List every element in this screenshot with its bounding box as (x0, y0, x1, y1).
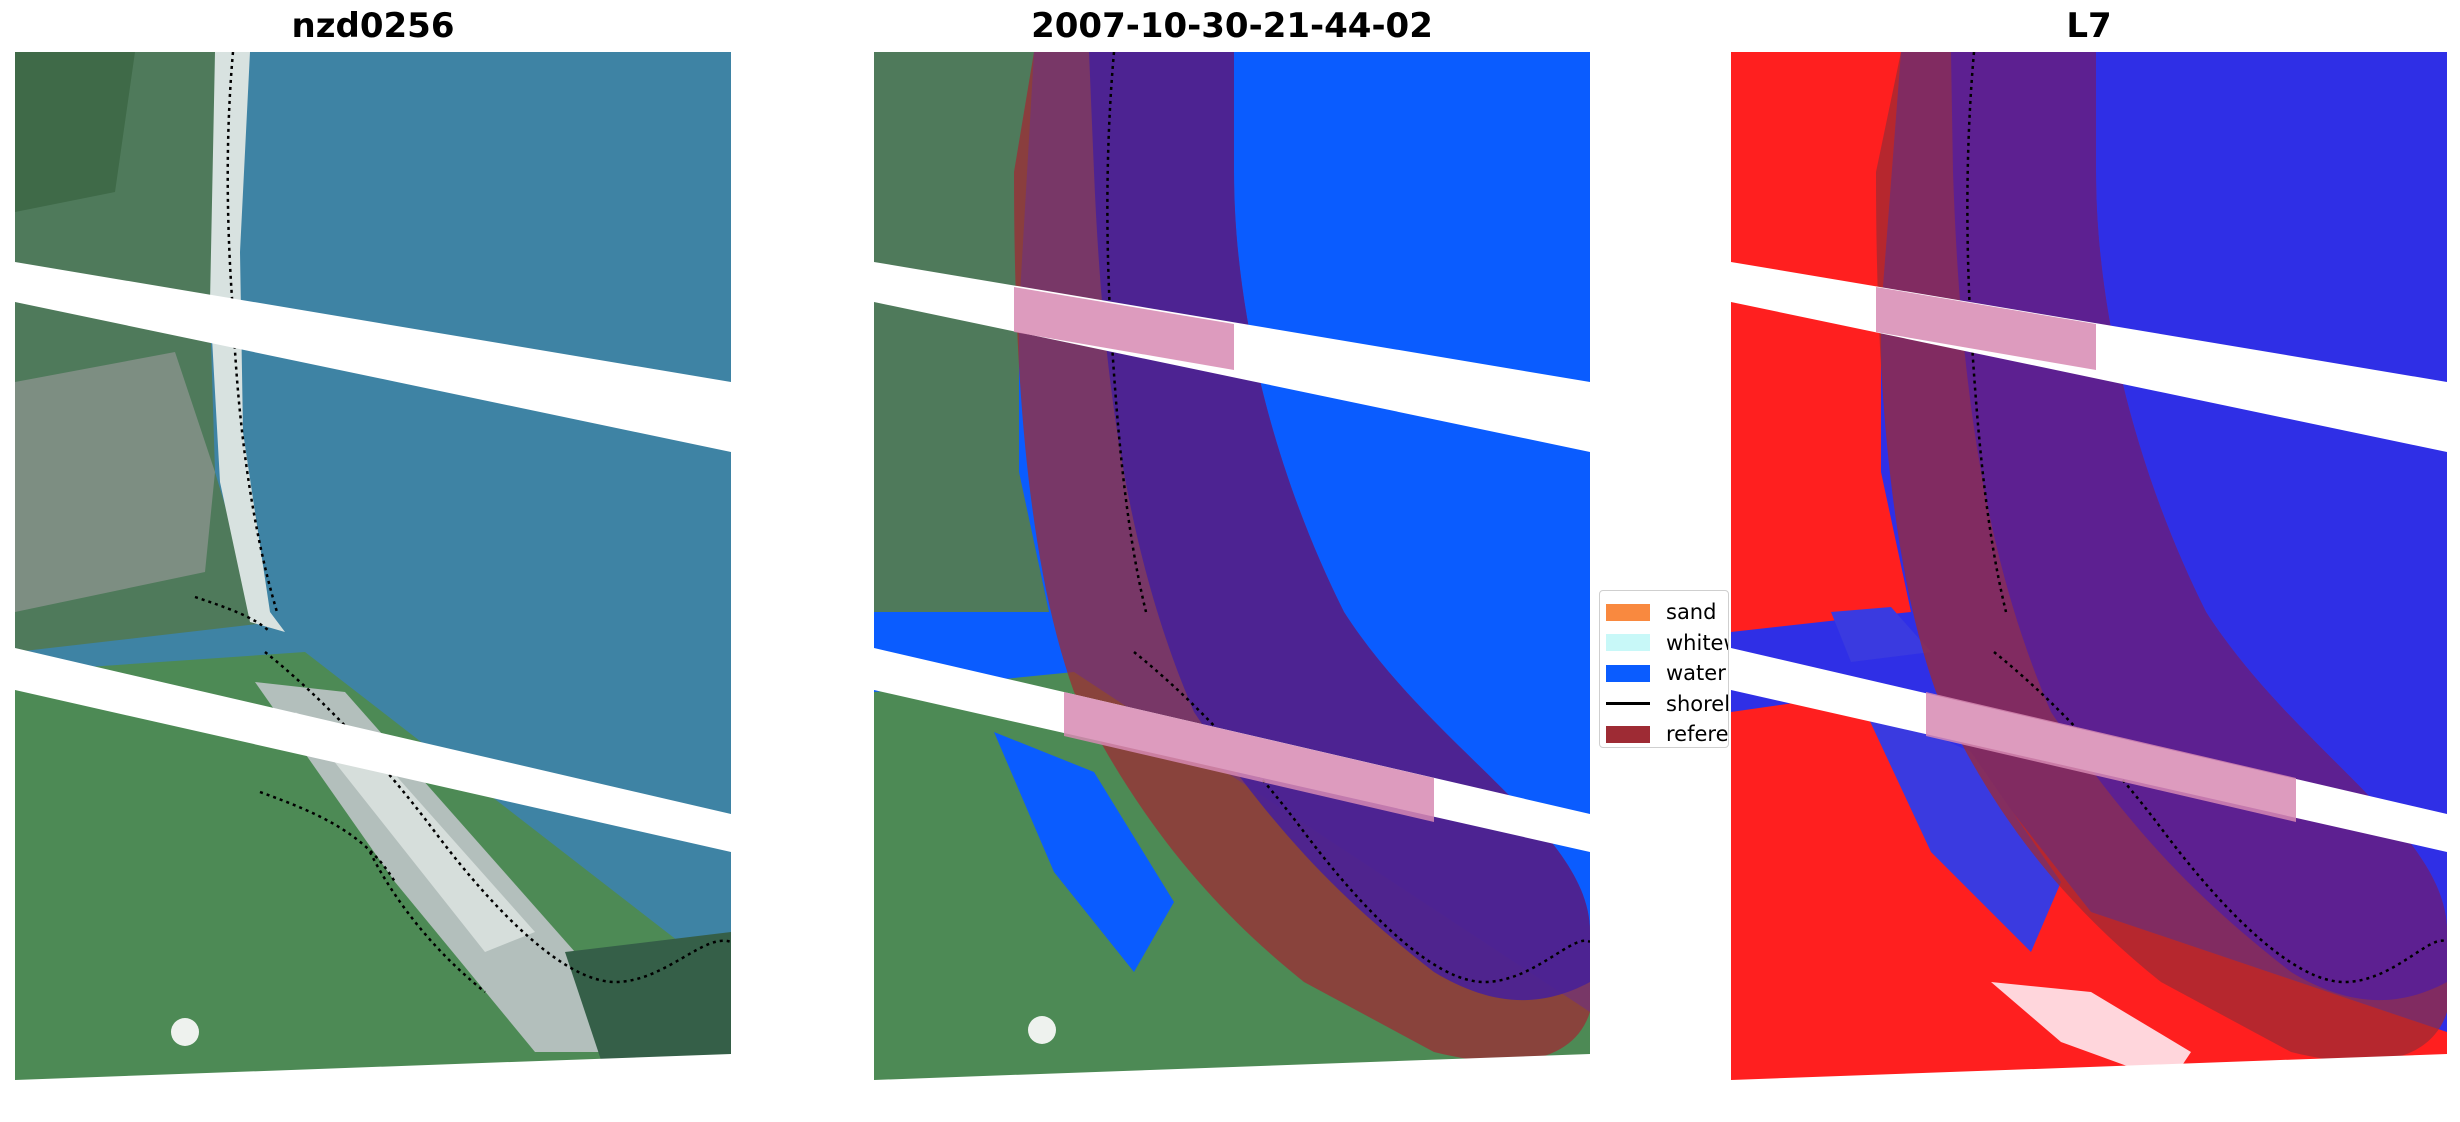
legend-item-reference-buffer: reference shoreline buffer (1606, 719, 1729, 747)
panel-title-rgb: nzd0256 (291, 6, 455, 46)
classified-image (874, 52, 1590, 1102)
legend-label: sand (1666, 600, 1717, 625)
legend-label: reference shoreline buffer (1666, 722, 1729, 747)
rgb-image-panel (15, 52, 731, 1102)
index-image (1731, 52, 2447, 1102)
index-image-panel (1731, 52, 2447, 1102)
legend-line-shoreline (1606, 702, 1650, 706)
legend-swatch-buffer (1606, 725, 1650, 743)
legend-swatch-whitewater (1606, 634, 1650, 652)
legend-label: shoreline (1666, 691, 1729, 716)
legend-swatch-sand (1606, 603, 1650, 621)
legend-label: water (1666, 661, 1726, 686)
panel-title-classified: 2007-10-30-21-44-02 (1031, 6, 1433, 46)
legend-item-sand: sand (1606, 597, 1728, 628)
legend-item-shoreline: shoreline (1606, 689, 1728, 720)
classified-image-panel (874, 52, 1590, 1102)
legend-swatch-water (1606, 664, 1650, 682)
rgb-image (15, 52, 731, 1102)
panel-title-index: L7 (2066, 6, 2112, 46)
legend-item-water: water (1606, 658, 1728, 689)
